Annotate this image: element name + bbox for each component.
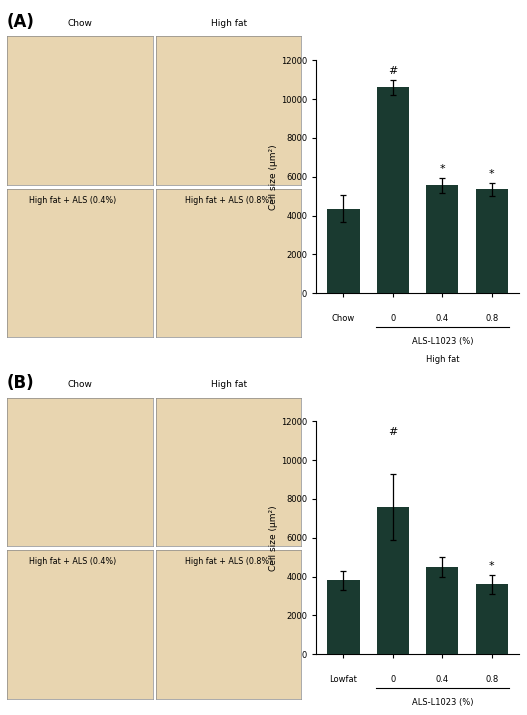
- Bar: [377, 507, 409, 654]
- Text: 0.4: 0.4: [436, 675, 449, 684]
- Text: 0.8: 0.8: [485, 675, 499, 684]
- Bar: [426, 185, 458, 293]
- Text: High fat + ALS (0.4%): High fat + ALS (0.4%): [29, 557, 116, 566]
- Text: High fat: High fat: [210, 380, 247, 389]
- Text: (A): (A): [7, 13, 35, 31]
- Text: Chow: Chow: [67, 380, 92, 389]
- Text: 0.8: 0.8: [485, 314, 499, 323]
- Text: (B): (B): [7, 374, 34, 392]
- Text: #: #: [388, 427, 397, 437]
- Text: 0.4: 0.4: [436, 314, 449, 323]
- Text: High fat + ALS (0.8%): High fat + ALS (0.8%): [185, 196, 272, 205]
- Text: High fat: High fat: [210, 19, 247, 28]
- Bar: [476, 584, 508, 654]
- Bar: [377, 87, 409, 293]
- Text: Chow: Chow: [67, 19, 92, 28]
- Text: *: *: [489, 561, 495, 571]
- Text: High fat + ALS (0.4%): High fat + ALS (0.4%): [29, 196, 116, 205]
- Bar: [327, 581, 359, 654]
- Text: 0: 0: [391, 675, 396, 684]
- Text: #: #: [388, 66, 397, 76]
- Text: *: *: [489, 169, 495, 179]
- Text: ALS-L1023 (%): ALS-L1023 (%): [412, 699, 473, 707]
- Text: High fat + ALS (0.8%): High fat + ALS (0.8%): [185, 557, 272, 566]
- Text: Lowfat: Lowfat: [329, 675, 357, 684]
- Y-axis label: Cell size (μm²): Cell size (μm²): [269, 505, 278, 571]
- Text: *: *: [440, 164, 445, 174]
- Text: High fat: High fat: [426, 355, 459, 364]
- Bar: [426, 567, 458, 654]
- Text: ALS-L1023 (%): ALS-L1023 (%): [412, 337, 473, 346]
- Text: Chow: Chow: [332, 314, 355, 323]
- Y-axis label: Cell size (μm²): Cell size (μm²): [269, 144, 278, 209]
- Bar: [476, 189, 508, 293]
- Text: 0: 0: [391, 314, 396, 323]
- Bar: [327, 209, 359, 293]
